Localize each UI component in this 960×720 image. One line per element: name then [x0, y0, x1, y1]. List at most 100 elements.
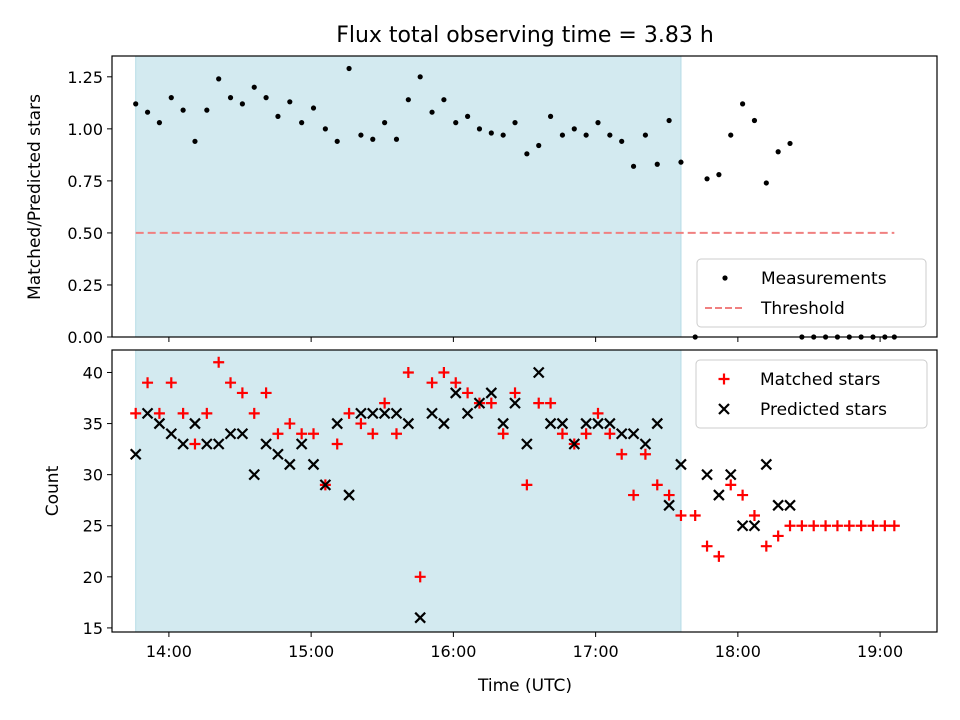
bottom-ytick-label: 30 — [83, 466, 103, 485]
predicted-star-point — [355, 407, 367, 420]
predicted-star-point — [701, 468, 713, 481]
bottom-panel: 15 20 25 30 35 40 14:00 15:00 16:00 17:00 18:00 19… — [43, 349, 938, 696]
predicted-star-point — [713, 489, 725, 501]
matched-star-point — [675, 510, 687, 522]
measurement-point — [275, 113, 281, 119]
measurement-point — [488, 130, 494, 136]
predicted-star-point — [615, 428, 628, 440]
measurement-point — [227, 95, 234, 101]
matched-star-point — [462, 387, 474, 399]
matched-star-point — [580, 428, 592, 440]
measurement-point — [476, 126, 483, 132]
measurement-point — [133, 101, 139, 107]
measurement-point — [441, 97, 447, 103]
predicted-star-point — [284, 458, 296, 471]
matched-star-point — [879, 520, 891, 532]
measurement-point — [192, 138, 198, 144]
measurement-point — [429, 109, 435, 115]
predicted-star-point — [248, 468, 261, 481]
predicted-star-point — [675, 458, 687, 471]
matched-star-point — [701, 540, 713, 552]
predicted-star-point — [509, 397, 521, 409]
matched-star-point — [689, 510, 701, 522]
measurement-point — [180, 107, 186, 113]
measurement-point — [524, 151, 530, 157]
measurement-point — [642, 132, 649, 138]
predicted-star-point — [129, 448, 142, 460]
matched-star-point — [189, 438, 201, 450]
matched-star-point — [713, 550, 725, 562]
predicted-star-point — [189, 417, 201, 430]
predicted-star-point — [390, 407, 403, 420]
matched-star-point — [843, 520, 855, 532]
legend-dot-marker — [722, 275, 728, 281]
matched-star-point — [225, 377, 237, 389]
matched-star-point — [760, 540, 772, 552]
matched-star-point — [426, 377, 438, 389]
predicted-star-point — [580, 417, 592, 430]
matched-star-point — [831, 520, 843, 532]
predicted-star-point — [141, 407, 154, 420]
top-ytick-label: 0.75 — [67, 172, 103, 191]
predicted-star-point — [532, 366, 545, 379]
matched-star-point — [485, 397, 497, 409]
measurement-point — [787, 140, 793, 147]
predicted-star-point — [449, 387, 462, 399]
matched-star-point — [556, 428, 568, 440]
measurement-point — [654, 161, 660, 167]
matched-star-point — [808, 520, 820, 532]
top-ytick-label: 1.00 — [67, 120, 103, 139]
matched-star-point — [367, 428, 379, 440]
measurement-point — [512, 120, 518, 126]
matched-star-point — [213, 356, 225, 368]
matched-star-point — [604, 428, 616, 440]
matched-star-point — [592, 407, 604, 419]
bottom-ylabel: Count — [43, 465, 63, 516]
measurement-point — [630, 163, 637, 169]
matched-star-point — [343, 407, 355, 419]
predicted-star-point — [343, 489, 355, 501]
predicted-star-point — [461, 407, 474, 420]
bottom-ytick-label: 35 — [83, 415, 103, 434]
matched-star-point — [308, 428, 320, 440]
matched-star-point — [130, 407, 142, 419]
predicted-star-point — [201, 438, 213, 450]
top-ytick-label: 0.00 — [67, 328, 103, 347]
measurement-point — [334, 138, 340, 144]
measurement-point — [559, 132, 566, 138]
measurement-point — [168, 95, 174, 101]
top-plot-frame — [111, 55, 938, 338]
measurement-point — [775, 149, 781, 155]
predicted-star-point — [639, 438, 652, 450]
top-observing-span — [135, 55, 682, 338]
matched-star-point — [855, 520, 867, 532]
top-ytick-label: 0.25 — [67, 276, 103, 295]
matched-star-point — [639, 448, 651, 460]
measurement-point — [417, 74, 423, 80]
measurement-point — [571, 126, 577, 132]
bottom-ytick-label: 20 — [83, 568, 103, 587]
measurement-point — [251, 84, 257, 90]
measurement-point — [239, 101, 245, 107]
bottom-xtick-label: 15:00 — [288, 642, 334, 661]
top-ylabel: Matched/Predicted stars — [25, 94, 45, 300]
predicted-star-point — [521, 438, 533, 450]
measurement-point — [346, 65, 352, 72]
measurement-point — [666, 117, 672, 124]
bottom-ytick-label: 25 — [83, 517, 103, 536]
matched-star-point — [533, 397, 545, 409]
measurement-point — [740, 101, 746, 107]
matched-star-point — [651, 479, 663, 491]
measurement-point — [216, 76, 222, 82]
predicted-star-point — [153, 417, 166, 430]
matched-star-point — [201, 407, 213, 419]
measurement-point — [322, 126, 328, 132]
bottom-plot-frame — [111, 349, 938, 633]
predicted-star-point — [544, 417, 557, 430]
matched-star-point — [296, 428, 308, 440]
predicted-star-point — [212, 438, 225, 450]
predicted-star-point — [236, 428, 249, 440]
matched-star-point — [737, 489, 749, 501]
measurement-point — [500, 132, 506, 138]
